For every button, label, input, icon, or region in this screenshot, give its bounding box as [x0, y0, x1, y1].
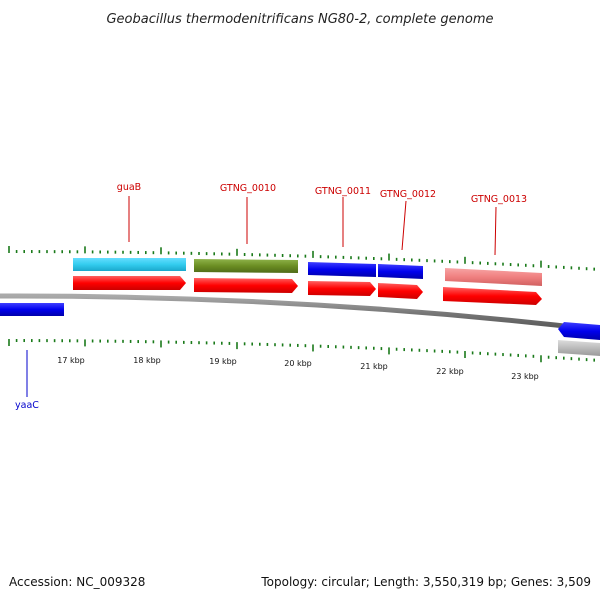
scale-label-21kbp: 21 kbp — [360, 362, 388, 371]
bottom-tick-ruler — [8, 339, 596, 363]
gene-label-gtng0010[interactable]: GTNG_0010 — [220, 183, 276, 194]
cds-arrow-yaac[interactable] — [0, 303, 64, 316]
genome-summary-text: Topology: circular; Length: 3,550,319 bp… — [260, 575, 591, 589]
scale-label-18kbp: 18 kbp — [133, 356, 161, 365]
map-title: Geobacillus thermodenitrificans NG80-2, … — [106, 12, 493, 27]
gene-label-gtng0011[interactable]: GTNG_0011 — [315, 186, 371, 197]
cds-arrow-right-reverse[interactable] — [558, 322, 600, 340]
gene-label-gtng0013[interactable]: GTNG_0013 — [471, 194, 527, 205]
gene-box-guab[interactable] — [73, 258, 186, 271]
scale-label-20kbp: 20 kbp — [284, 359, 312, 368]
gene-box-gtng0011[interactable] — [308, 262, 376, 277]
gene-label-gtng0012[interactable]: GTNG_0012 — [380, 189, 436, 200]
cds-arrow-gtng0011[interactable] — [308, 281, 376, 296]
scale-label-22kbp: 22 kbp — [436, 367, 464, 376]
cds-arrow-guab[interactable] — [73, 276, 186, 290]
accession-text: Accession: NC_009328 — [9, 575, 145, 589]
gene-labels: guaB GTNG_0010 GTNG_0011 GTNG_0012 GTNG_… — [15, 182, 527, 411]
scale-labels: 17 kbp 18 kbp 19 kbp 20 kbp 21 kbp 22 kb… — [57, 356, 539, 381]
feature-box-right-gray[interactable] — [558, 340, 600, 356]
gene-box-gtng0012[interactable] — [378, 264, 423, 279]
gene-box-gtng0010[interactable] — [194, 259, 298, 273]
gene-label-guab[interactable]: guaB — [117, 182, 141, 193]
scale-label-19kbp: 19 kbp — [209, 357, 237, 366]
cds-arrow-gtng0012[interactable] — [378, 283, 423, 299]
reverse-cds-row — [0, 303, 600, 356]
top-tick-ruler — [8, 246, 596, 271]
leader-gtng0012 — [401, 200, 407, 251]
gene-label-yaac[interactable]: yaaC — [15, 400, 39, 411]
scale-label-17kbp: 17 kbp — [57, 356, 85, 365]
scale-label-23kbp: 23 kbp — [511, 372, 539, 381]
gene-box-gtng0013[interactable] — [445, 268, 542, 286]
label-leaders — [26, 196, 497, 397]
cds-arrow-gtng0010[interactable] — [194, 278, 298, 293]
cds-arrow-gtng0013[interactable] — [443, 287, 542, 305]
feature-row-upper — [73, 258, 542, 286]
leader-gtng0013 — [494, 206, 497, 256]
genome-backbone — [0, 293, 600, 333]
forward-cds-row — [73, 276, 542, 305]
